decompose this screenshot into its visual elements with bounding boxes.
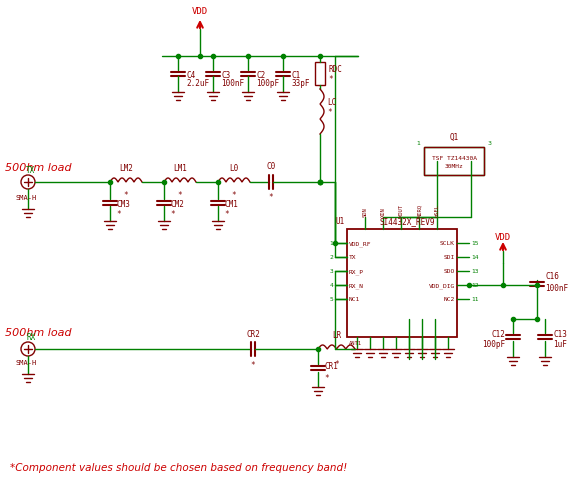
Text: 12: 12 <box>471 283 479 288</box>
Text: *: * <box>251 360 255 369</box>
Text: TX: TX <box>26 166 35 175</box>
Text: 100nF: 100nF <box>545 284 568 293</box>
Text: CM2: CM2 <box>170 199 184 209</box>
Text: CM3: CM3 <box>116 199 130 209</box>
Text: *: * <box>328 75 332 84</box>
Text: C0: C0 <box>266 162 276 171</box>
Text: C1: C1 <box>291 71 300 80</box>
Text: nSEL: nSEL <box>435 204 439 216</box>
Text: RX_P: RX_P <box>349 269 364 274</box>
Text: C13: C13 <box>553 329 567 338</box>
Text: 13: 13 <box>471 269 479 274</box>
Text: 100pF: 100pF <box>482 339 505 348</box>
Text: *: * <box>116 210 121 219</box>
Bar <box>315 63 325 86</box>
Text: C16: C16 <box>545 272 559 281</box>
Bar <box>347 229 457 337</box>
Bar <box>424 148 484 176</box>
Text: 3: 3 <box>488 141 492 146</box>
Text: NIRQ: NIRQ <box>417 204 421 216</box>
Text: *: * <box>324 373 329 382</box>
Text: XOUT: XOUT <box>398 204 403 216</box>
Text: 1: 1 <box>416 141 420 146</box>
Text: *: * <box>269 193 273 201</box>
Text: RX: RX <box>26 333 35 341</box>
Text: ANT1: ANT1 <box>349 340 362 345</box>
Text: SMA-H: SMA-H <box>15 195 36 200</box>
Text: 1uF: 1uF <box>553 339 567 348</box>
Text: CR2: CR2 <box>246 329 260 338</box>
Text: 2.2uF: 2.2uF <box>186 79 209 88</box>
Text: SMA-H: SMA-H <box>15 359 36 365</box>
Text: LM2: LM2 <box>119 164 133 173</box>
Text: CM1: CM1 <box>224 199 238 209</box>
Text: Q1: Q1 <box>449 133 458 142</box>
Text: *: * <box>334 359 339 368</box>
Text: *Component values should be chosen based on frequency band!: *Component values should be chosen based… <box>10 462 347 472</box>
Text: 33pF: 33pF <box>291 79 309 88</box>
Text: NC2: NC2 <box>444 297 455 302</box>
Text: U1: U1 <box>335 216 344 226</box>
Text: RDC: RDC <box>328 65 342 74</box>
Text: 1: 1 <box>329 241 333 246</box>
Text: 3: 3 <box>329 269 333 274</box>
Text: 100pF: 100pF <box>256 79 279 88</box>
Text: SDI: SDI <box>444 255 455 260</box>
Text: 15: 15 <box>471 241 479 246</box>
Text: XIN: XIN <box>380 207 386 216</box>
Text: *: * <box>232 191 236 199</box>
Text: SDN: SDN <box>362 207 368 216</box>
Text: TSF TZ14430A: TSF TZ14430A <box>432 156 476 161</box>
Text: 5: 5 <box>329 297 333 302</box>
Text: VDD_RF: VDD_RF <box>349 241 372 246</box>
Text: 4: 4 <box>329 283 333 288</box>
Text: C4: C4 <box>186 71 195 80</box>
Text: VDD_DIG: VDD_DIG <box>429 283 455 288</box>
Text: 500hm load: 500hm load <box>5 163 72 173</box>
Text: *: * <box>327 108 332 117</box>
Text: CR1: CR1 <box>324 361 338 370</box>
Bar <box>424 148 484 176</box>
Text: 14: 14 <box>471 255 479 260</box>
Text: *: * <box>124 191 128 199</box>
Text: LC: LC <box>327 98 336 107</box>
Text: RX_N: RX_N <box>349 283 364 288</box>
Text: 500hm load: 500hm load <box>5 327 72 337</box>
Text: 11: 11 <box>471 297 479 302</box>
Text: VDD: VDD <box>495 232 511 242</box>
Text: LR: LR <box>332 330 341 339</box>
Text: C3: C3 <box>221 71 230 80</box>
Text: C12: C12 <box>491 329 505 338</box>
Text: *: * <box>177 191 182 199</box>
Text: L0: L0 <box>229 164 239 173</box>
Text: TX: TX <box>349 255 357 260</box>
Text: SDO: SDO <box>444 269 455 274</box>
Text: 2: 2 <box>329 255 333 260</box>
Text: VDD: VDD <box>192 7 208 16</box>
Text: LM1: LM1 <box>173 164 187 173</box>
Text: *: * <box>170 210 175 219</box>
Text: SCLK: SCLK <box>440 241 455 246</box>
Text: C2: C2 <box>256 71 265 80</box>
Text: SI4432X_REV9: SI4432X_REV9 <box>379 216 435 226</box>
Text: 30MHz: 30MHz <box>444 164 464 169</box>
Text: *: * <box>224 210 229 219</box>
Text: 100nF: 100nF <box>221 79 244 88</box>
Text: NC1: NC1 <box>349 297 360 302</box>
